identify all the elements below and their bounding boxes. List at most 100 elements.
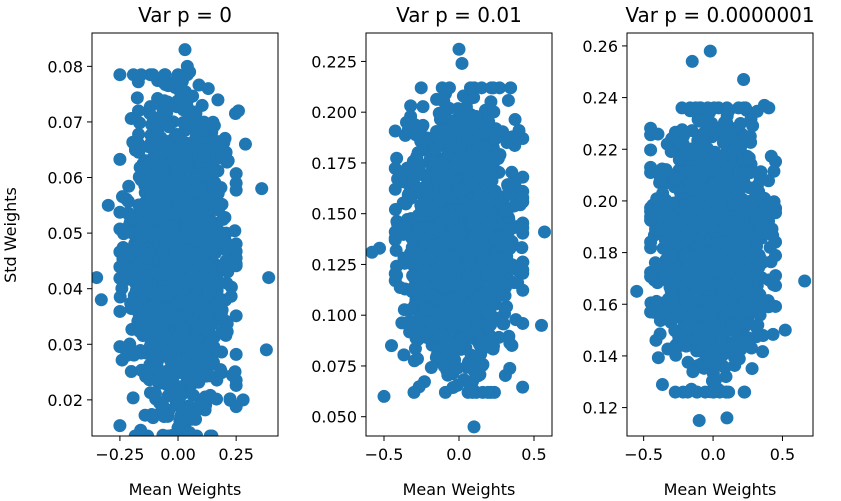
scatter-points (366, 42, 551, 434)
scatter-point (122, 179, 136, 193)
scatter-point (430, 307, 444, 321)
y-axis-label: Std Weights (1, 187, 20, 283)
axes-frame (365, 32, 553, 437)
scatter-point (173, 294, 187, 308)
scatter-point (92, 271, 104, 285)
scatter-point (471, 193, 485, 207)
scatter-point (516, 191, 530, 205)
y-tick-label: 0.175 (311, 154, 357, 173)
scatter-point (113, 68, 127, 82)
scatter-point (435, 329, 449, 343)
subplot-title: Var p = 0.01 (396, 3, 522, 27)
scatter-point (366, 245, 379, 259)
scatter-point (686, 365, 700, 379)
scatter-point (448, 116, 462, 130)
y-tick-label: 0.225 (311, 52, 357, 71)
scatter-point (158, 256, 172, 270)
scatter-point (744, 135, 758, 149)
scatter-point (157, 410, 171, 424)
scatter-point (481, 385, 495, 399)
scatter-point (448, 160, 462, 174)
scatter-point (483, 215, 497, 229)
scatter-point (146, 300, 159, 314)
x-tick-label: 0.25 (218, 445, 254, 464)
scatter-point (207, 119, 221, 133)
scatter-point (151, 125, 165, 139)
scatter-point (173, 93, 187, 107)
scatter-point (123, 337, 137, 351)
scatter-point (170, 127, 184, 141)
scatter-point (516, 283, 530, 297)
scatter-point (451, 278, 465, 292)
scatter-point (455, 241, 469, 255)
scatter-point (424, 239, 438, 253)
scatter-point (674, 329, 688, 343)
scatter-point (467, 269, 481, 283)
x-axis-label: Mean Weights (129, 480, 242, 499)
scatter-point (157, 76, 171, 90)
scatter-point (419, 281, 433, 295)
scatter-point (189, 412, 203, 426)
scatter-point (229, 347, 243, 361)
scatter-point (171, 173, 185, 187)
scatter-point (767, 164, 781, 178)
scatter-point (175, 322, 189, 336)
scatter-point (148, 346, 162, 360)
scatter-point (389, 243, 403, 257)
x-tick-label: 0.0 (446, 445, 471, 464)
scatter-point (120, 348, 134, 362)
scatter-point (388, 124, 402, 138)
scatter-point (220, 325, 234, 339)
scatter-point (417, 132, 431, 146)
scatter-point (644, 143, 658, 157)
scatter-point (393, 281, 407, 294)
scatter-point (259, 343, 273, 357)
scatter-point (195, 182, 208, 196)
scatter-point (482, 115, 496, 129)
scatter-point (471, 369, 485, 383)
scatter-point (216, 212, 230, 226)
x-tick-label: 0.00 (160, 445, 196, 464)
scatter-point (420, 181, 434, 195)
scatter-point (388, 161, 402, 175)
scatter-point (452, 224, 466, 238)
scatter-point (443, 293, 457, 307)
scatter-point (509, 313, 523, 327)
scatter-point (143, 286, 157, 300)
scatter-point (198, 271, 212, 285)
scatter-point (768, 235, 782, 249)
scatter-point (201, 82, 215, 96)
scatter-point (483, 306, 497, 320)
scatter-point (497, 231, 511, 245)
scatter-point (151, 202, 165, 216)
scatter-point (127, 263, 141, 277)
scatter-point (192, 370, 206, 384)
x-axis-ticks: −0.5 0.0 0.5 (365, 436, 547, 464)
scatter-point (238, 137, 252, 151)
scatter-point (457, 159, 471, 173)
scatter-point (499, 203, 513, 217)
scatter-point (148, 387, 162, 401)
scatter-point (503, 336, 517, 350)
scatter-point (512, 123, 526, 137)
scatter-point (407, 172, 421, 186)
scatter-point (438, 385, 452, 399)
scatter-point (462, 300, 476, 314)
scatter-point (505, 261, 519, 275)
scatter-point (189, 332, 203, 346)
scatter-point (146, 360, 160, 374)
scatter-point (422, 204, 436, 218)
scatter-point (501, 93, 515, 107)
scatter-point (385, 339, 398, 353)
y-tick-label: 0.125 (311, 255, 357, 274)
scatter-point (433, 194, 447, 208)
scatter-point (718, 361, 732, 375)
scatter-point (262, 271, 276, 285)
scatter-point (185, 429, 199, 436)
scatter-point (133, 325, 147, 339)
scatter-point (128, 429, 142, 436)
scatter-point (195, 212, 209, 226)
scatter-point (492, 252, 506, 266)
scatter-point (484, 95, 498, 109)
